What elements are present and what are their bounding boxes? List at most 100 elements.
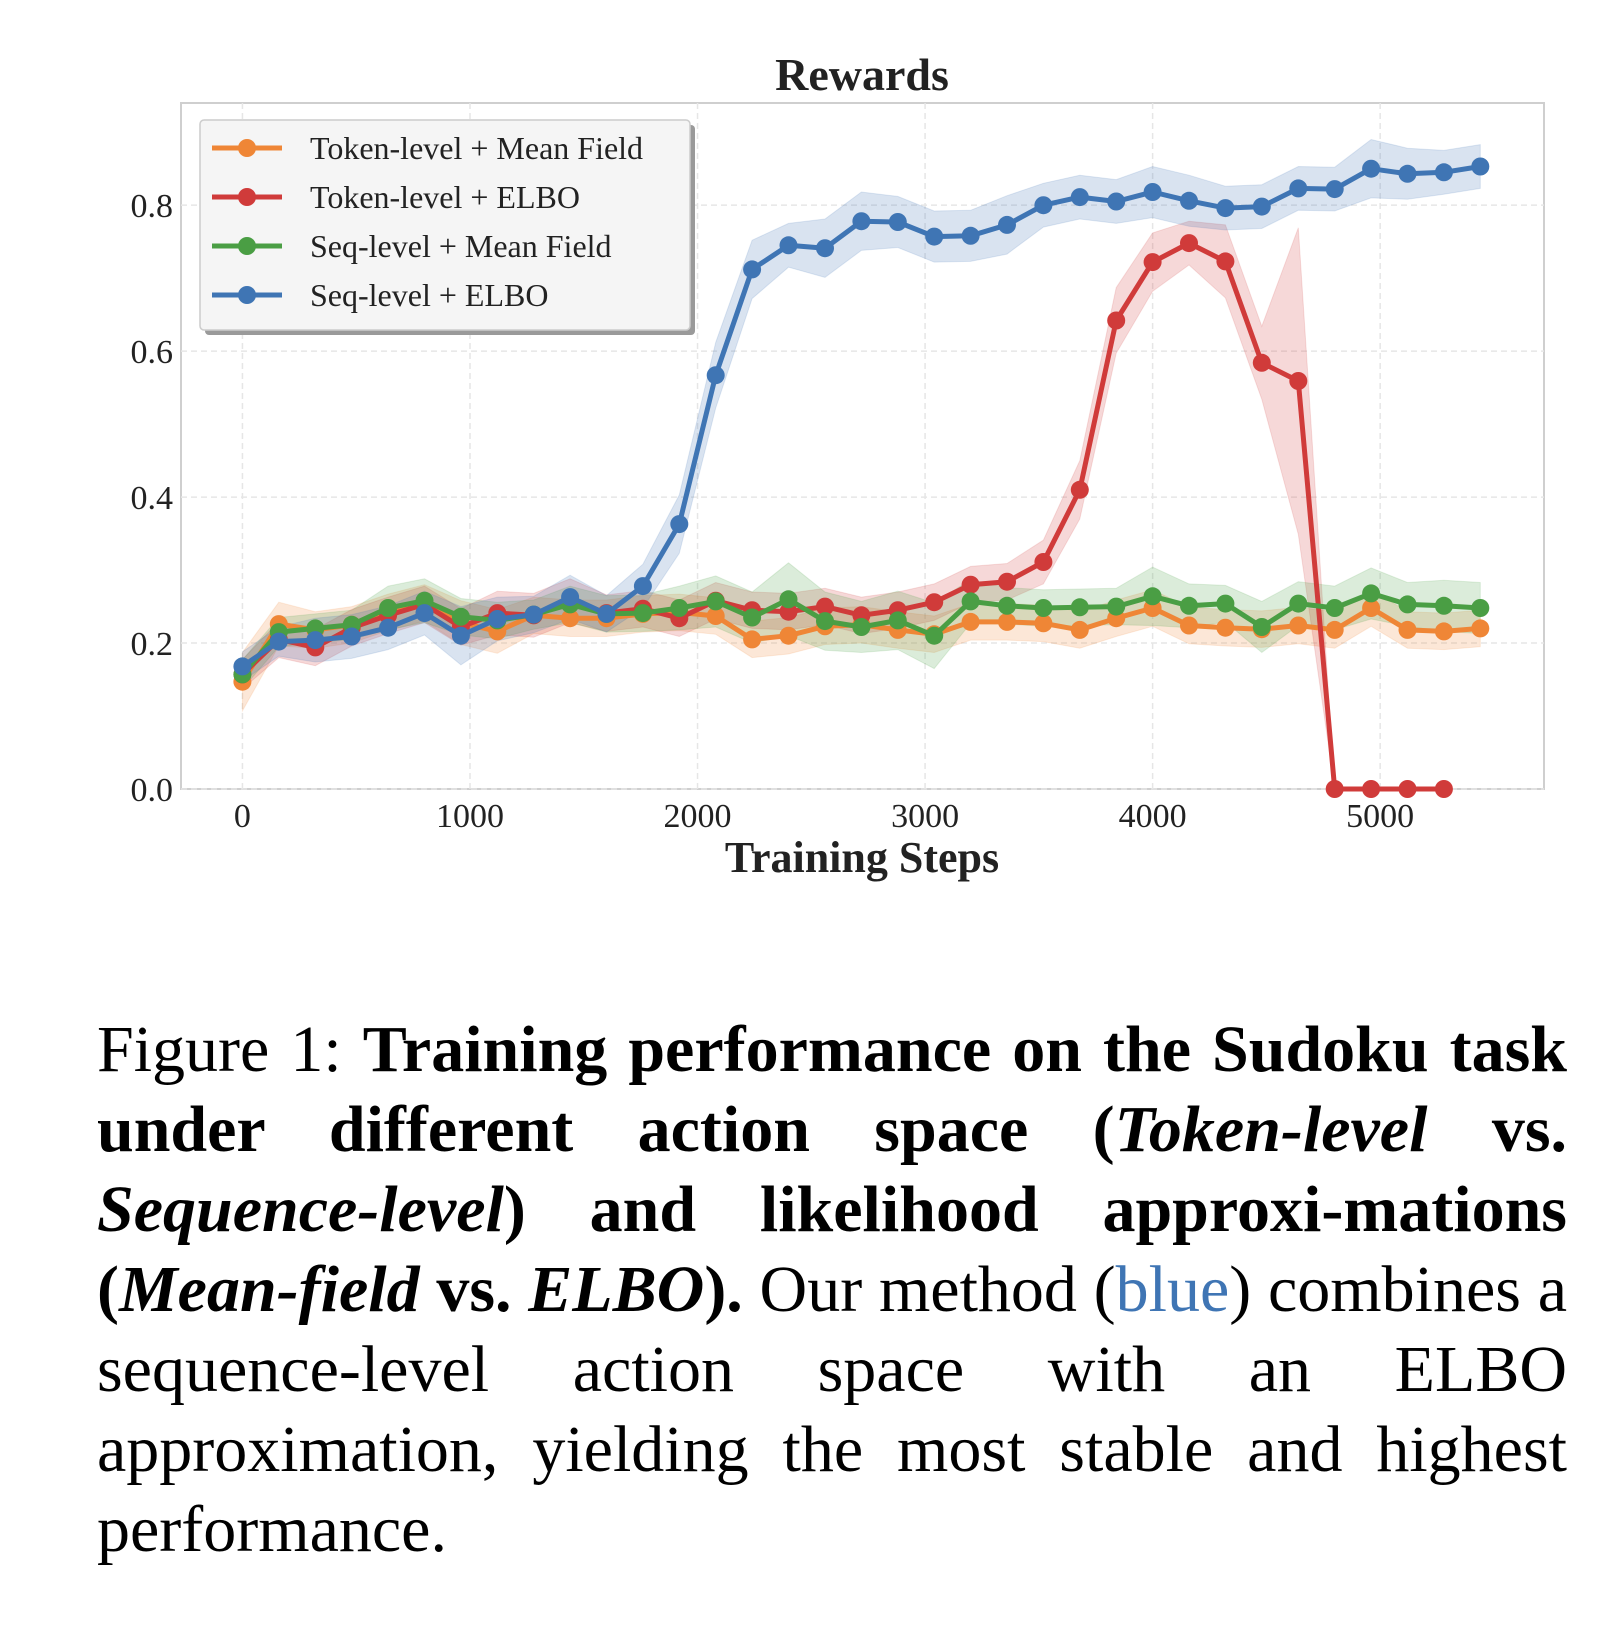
point-series-3 bbox=[961, 592, 980, 611]
point-series-4 bbox=[451, 626, 470, 645]
point-series-4 bbox=[1434, 163, 1453, 182]
point-series-2 bbox=[1289, 372, 1308, 390]
point-series-1 bbox=[1398, 620, 1417, 639]
x-tick-label: 2000 bbox=[664, 798, 732, 835]
caption-plain-1: Our method ( bbox=[759, 1253, 1116, 1326]
series-lines bbox=[233, 157, 1490, 798]
point-series-3 bbox=[816, 612, 834, 631]
point-series-2 bbox=[1070, 480, 1089, 499]
point-series-3 bbox=[925, 626, 944, 645]
point-series-4 bbox=[670, 515, 689, 534]
y-tick-label: 0.4 bbox=[131, 480, 174, 517]
point-series-4 bbox=[379, 618, 398, 637]
point-series-3 bbox=[1143, 587, 1162, 606]
point-series-3 bbox=[670, 599, 689, 617]
point-series-3 bbox=[451, 607, 470, 626]
point-series-3 bbox=[1434, 596, 1453, 615]
point-series-3 bbox=[743, 608, 762, 627]
point-series-4 bbox=[961, 226, 980, 245]
point-series-3 bbox=[779, 590, 798, 609]
point-series-3 bbox=[1216, 594, 1235, 613]
point-series-1 bbox=[1434, 622, 1453, 641]
point-series-3 bbox=[998, 596, 1016, 615]
point-series-2 bbox=[1107, 311, 1126, 330]
point-series-4 bbox=[1289, 179, 1308, 198]
axis-ticks: 0 1000 2000 3000 4000 5000 0.0 0.2 0.4 0.6 0.8 bbox=[131, 188, 1415, 835]
y-tick-label: 0.6 bbox=[131, 334, 174, 371]
caption-italic-sequence-level: Sequence-level bbox=[97, 1173, 504, 1246]
point-series-2 bbox=[1325, 780, 1344, 798]
caption-bold-vs-2: vs. bbox=[436, 1253, 512, 1326]
point-series-4 bbox=[925, 227, 944, 246]
point-series-4 bbox=[342, 627, 361, 646]
point-series-1 bbox=[779, 626, 798, 645]
point-series-3 bbox=[1471, 599, 1490, 617]
line-series-2 bbox=[240, 240, 1444, 792]
caption-plain-2: ) combines a sequence-level action space… bbox=[97, 1253, 1567, 1566]
y-tick-label: 0.2 bbox=[131, 626, 174, 663]
point-series-1 bbox=[1034, 614, 1053, 633]
caption-italic-mean-field: Mean-field bbox=[118, 1253, 420, 1326]
legend-box bbox=[199, 119, 691, 331]
caption-italic-token-level: Token-level bbox=[1114, 1093, 1428, 1166]
point-series-3 bbox=[1398, 595, 1417, 614]
point-series-1 bbox=[998, 612, 1016, 631]
caption-bold-vs-1: vs. bbox=[1491, 1093, 1567, 1166]
point-series-4 bbox=[1362, 159, 1381, 178]
rewards-chart: 0 1000 2000 3000 4000 5000 0.0 0.2 0.4 0.6 0.8 Rew… bbox=[130, 49, 1545, 882]
point-series-4 bbox=[1180, 191, 1198, 210]
caption-italic-elbo: ELBO bbox=[528, 1253, 705, 1326]
chart-title: Rewards bbox=[775, 49, 949, 100]
x-tick-label: 5000 bbox=[1346, 798, 1414, 835]
legend-label: Seq-level + Mean Field bbox=[310, 228, 612, 264]
point-series-2 bbox=[961, 575, 980, 594]
y-tick-label: 0.0 bbox=[131, 772, 174, 809]
legend-label: Token-level + Mean Field bbox=[310, 130, 643, 166]
x-tick-label: 0 bbox=[234, 798, 251, 835]
legend-label: Token-level + ELBO bbox=[310, 179, 580, 215]
point-series-4 bbox=[233, 657, 252, 676]
point-series-1 bbox=[706, 607, 725, 625]
point-series-4 bbox=[597, 604, 616, 623]
x-tick-label: 1000 bbox=[436, 798, 504, 835]
caption-label: Figure 1: bbox=[97, 1013, 342, 1086]
point-series-2 bbox=[779, 602, 798, 621]
point-series-1 bbox=[1180, 616, 1198, 635]
point-series-4 bbox=[488, 610, 507, 628]
point-series-4 bbox=[561, 588, 580, 607]
point-series-3 bbox=[1070, 598, 1089, 617]
x-tick-label: 3000 bbox=[891, 798, 959, 835]
point-series-1 bbox=[961, 612, 980, 631]
point-series-4 bbox=[1034, 196, 1053, 215]
point-series-3 bbox=[415, 591, 434, 610]
point-series-1 bbox=[1070, 620, 1089, 639]
point-series-3 bbox=[888, 611, 907, 630]
point-series-4 bbox=[1216, 199, 1235, 218]
point-series-4 bbox=[779, 236, 798, 255]
point-series-4 bbox=[743, 260, 762, 279]
point-series-2 bbox=[1398, 780, 1417, 798]
point-series-3 bbox=[1034, 599, 1053, 617]
point-series-2 bbox=[1143, 253, 1162, 272]
point-series-2 bbox=[1434, 780, 1453, 798]
figure-caption: Figure 1: Training performance on the Su… bbox=[97, 1010, 1567, 1570]
point-series-2 bbox=[1362, 780, 1381, 798]
caption-bold-5: ). bbox=[704, 1253, 743, 1326]
point-series-4 bbox=[415, 604, 434, 623]
point-series-2 bbox=[998, 572, 1016, 591]
point-series-1 bbox=[1471, 619, 1490, 638]
point-series-1 bbox=[1325, 620, 1344, 639]
caption-bold-1: Training performance on the Sudoku task … bbox=[97, 1013, 1567, 1166]
point-series-4 bbox=[998, 215, 1016, 234]
point-series-3 bbox=[379, 599, 398, 617]
point-series-4 bbox=[1252, 197, 1271, 216]
point-series-2 bbox=[1034, 553, 1053, 571]
point-series-4 bbox=[633, 577, 652, 596]
point-series-4 bbox=[1398, 164, 1417, 183]
y-tick-label: 0.8 bbox=[131, 188, 174, 225]
point-series-2 bbox=[1180, 234, 1198, 253]
point-series-2 bbox=[1216, 252, 1235, 271]
point-series-4 bbox=[888, 213, 907, 231]
point-series-3 bbox=[1180, 596, 1198, 615]
grid bbox=[181, 103, 1544, 790]
